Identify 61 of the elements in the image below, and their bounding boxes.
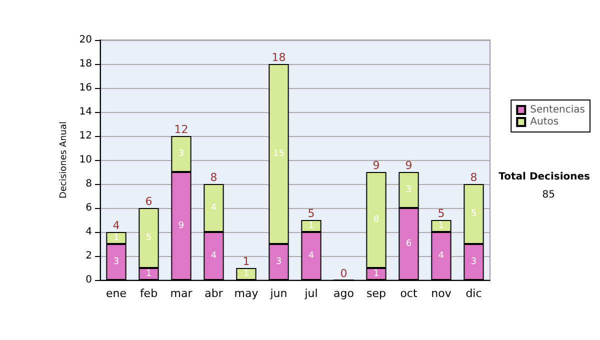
data-label: 8 (373, 215, 380, 225)
legend-label: Sentencias (530, 104, 586, 116)
data-label: 6 (406, 239, 412, 249)
data-label: 3 (406, 185, 412, 195)
x-tick-label: oct (400, 287, 418, 300)
data-label: 5 (470, 209, 477, 219)
data-label: 4 (438, 251, 444, 261)
total-label: 0 (340, 267, 348, 280)
data-label: 3 (178, 149, 184, 159)
data-label: 4 (210, 251, 217, 261)
data-label: 1 (113, 233, 120, 243)
legend-label: Autos (530, 116, 559, 128)
total-label: 5 (438, 207, 445, 220)
total-label: 9 (372, 159, 380, 172)
x-tick-label: sep (366, 287, 386, 300)
total-label: 18 (272, 51, 286, 64)
total-label: 1 (242, 255, 250, 268)
x-tick-label: jun (269, 287, 288, 300)
x-tick-label: may (234, 287, 259, 300)
y-tick-label: 12 (79, 130, 92, 142)
x-tick-label: jul (304, 287, 318, 300)
data-label: 3 (113, 257, 120, 267)
data-label: 1 (243, 269, 250, 279)
text: 85 (542, 190, 556, 200)
y-tick-label: 10 (79, 154, 92, 166)
x-tick-label: ene (106, 287, 127, 300)
x-tick-label: abr (204, 287, 224, 300)
data-label: 1 (146, 269, 152, 279)
data-label: 3 (470, 257, 477, 267)
total-label: 6 (145, 195, 152, 208)
data-label: 15 (273, 149, 284, 159)
x-tick-label: dic (466, 287, 482, 300)
x-tick-label: ago (334, 287, 354, 300)
y-axis-title: Decisiones Anual (58, 122, 69, 198)
total-label: 8 (210, 171, 218, 184)
total-label: 8 (470, 171, 478, 184)
data-label: 3 (276, 257, 282, 267)
total-label: 4 (112, 219, 120, 232)
y-tick-label: 0 (86, 274, 92, 286)
y-tick-label: 4 (86, 226, 92, 238)
total-label: 9 (405, 159, 412, 172)
text: Total Decisiones (498, 172, 590, 182)
y-tick-label: 16 (79, 82, 92, 94)
x-tick-label: mar (170, 287, 193, 300)
data-label: 1 (308, 221, 314, 231)
y-tick-label: 8 (86, 178, 92, 190)
data-label: 4 (308, 251, 314, 261)
x-tick-label: feb (140, 287, 158, 300)
data-label: 5 (146, 233, 152, 243)
data-label: 1 (438, 221, 444, 231)
data-label: 4 (210, 203, 217, 213)
y-tick-label: 14 (79, 106, 92, 118)
total-label: 5 (308, 207, 315, 220)
data-label: 1 (373, 269, 380, 279)
data-label: 9 (178, 221, 184, 231)
y-tick-label: 2 (86, 250, 92, 262)
y-tick-label: 6 (86, 202, 92, 214)
y-tick-label: 20 (79, 34, 92, 46)
y-tick-label: 18 (79, 58, 92, 70)
total-label: 12 (174, 123, 188, 136)
x-tick-label: nov (431, 287, 452, 300)
